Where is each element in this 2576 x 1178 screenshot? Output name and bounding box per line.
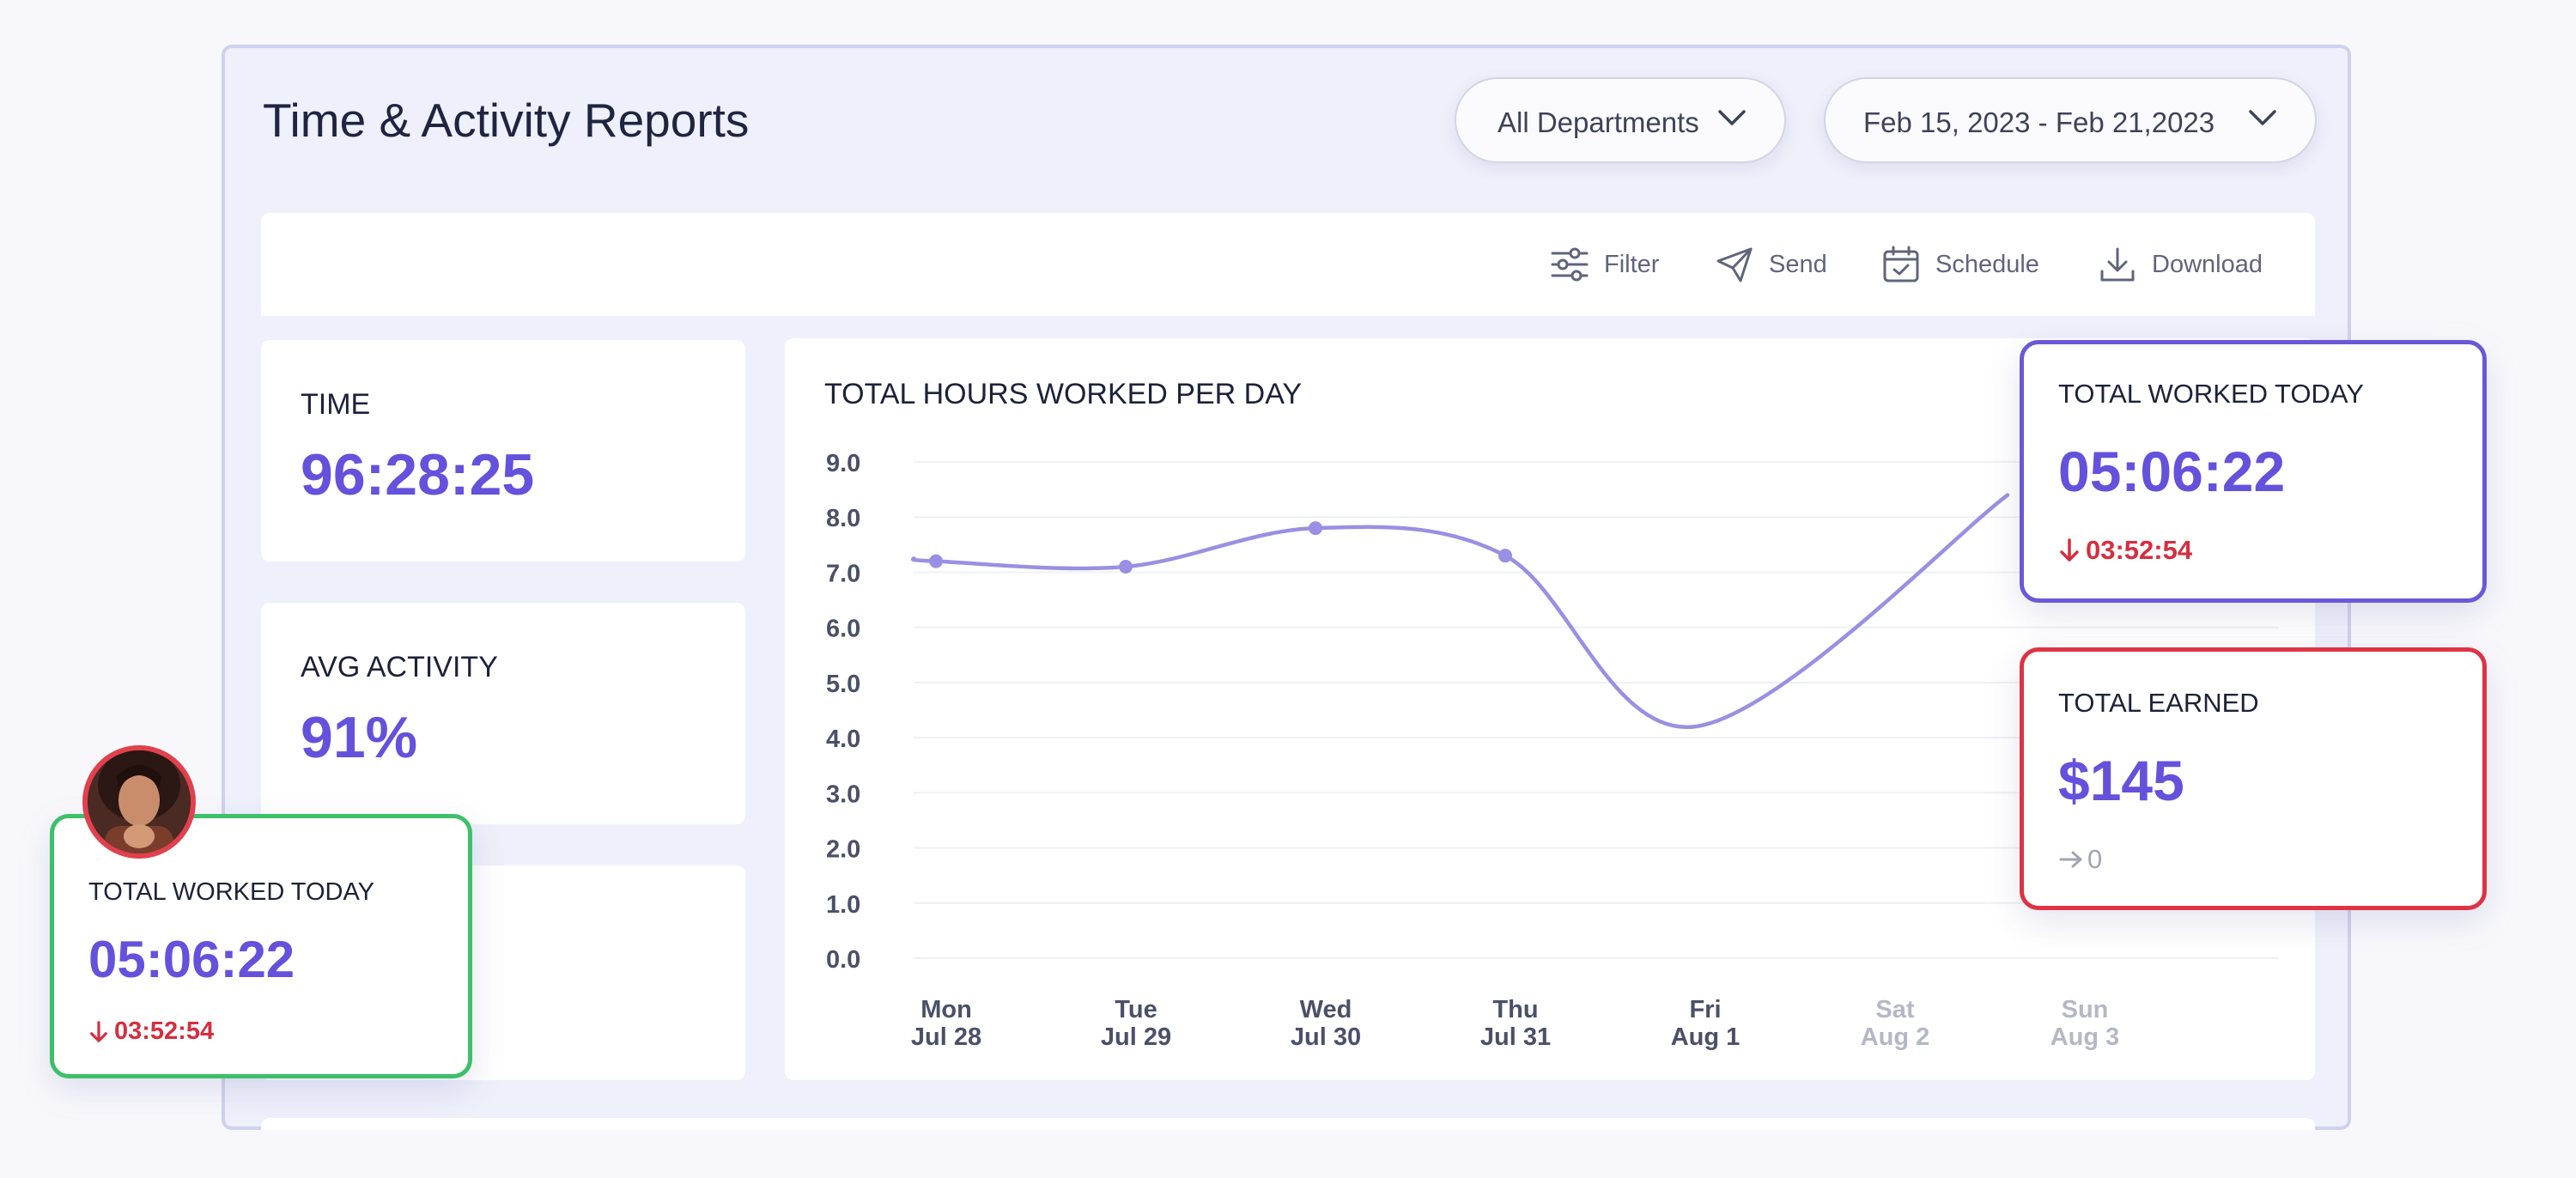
series-line <box>910 493 2010 729</box>
x-tick-label: Aug 2 <box>1861 1023 1930 1051</box>
total-earned-delta-value: 0 <box>2087 844 2103 874</box>
sliders-icon <box>1551 247 1589 282</box>
paper-plane-icon <box>1716 247 1753 282</box>
total-worked-today-value: 05:06:22 <box>2058 440 2286 503</box>
filter-label: Filter <box>1604 250 1660 278</box>
activity-stat-label: AVG ACTIVITY <box>301 651 498 683</box>
next-section-edge <box>261 1118 2315 1130</box>
user-worked-today-title: TOTAL WORKED TODAY <box>88 878 375 906</box>
y-tick-label: 2.0 <box>826 836 860 864</box>
y-tick-label: 9.0 <box>826 450 860 477</box>
total-earned-value: $145 <box>2058 749 2184 812</box>
total-earned-delta: 0 <box>2058 844 2102 875</box>
user-worked-today-delta-value: 03:52:54 <box>114 1017 215 1045</box>
total-earned-card: TOTAL EARNED $145 0 <box>2020 647 2487 910</box>
activity-stat-value: 91% <box>301 705 418 770</box>
x-tick-label: Wed <box>1300 996 1352 1023</box>
arrow-down-icon <box>2060 538 2079 562</box>
calendar-check-icon <box>1883 246 1919 282</box>
y-tick-label: 4.0 <box>826 726 860 753</box>
y-tick-label: 8.0 <box>826 505 860 532</box>
chevron-down-icon <box>2249 110 2276 125</box>
x-tick-label: Jul 31 <box>1480 1023 1551 1051</box>
user-worked-today-delta: 03:52:54 <box>88 1017 214 1046</box>
chevron-down-icon <box>1718 110 1746 125</box>
total-earned-title: TOTAL EARNED <box>2058 688 2259 718</box>
x-tick-label: Fri <box>1689 996 1721 1023</box>
department-dropdown[interactable]: All Departments <box>1455 77 1786 163</box>
y-tick-label: 0.0 <box>826 946 860 974</box>
chart-title: TOTAL HOURS WORKED PER DAY <box>824 378 1303 410</box>
download-icon <box>2100 247 2135 282</box>
x-tick-label: Aug 3 <box>2050 1023 2120 1051</box>
data-point <box>929 554 943 568</box>
total-worked-today-title: TOTAL WORKED TODAY <box>2058 379 2364 409</box>
page-title: Time & Activity Reports <box>263 94 750 147</box>
y-tick-label: 1.0 <box>826 891 860 919</box>
data-point <box>1119 560 1133 574</box>
activity-stat-card: AVG ACTIVITY 91% <box>261 603 745 824</box>
download-button[interactable]: Download <box>2099 246 2263 283</box>
x-tick-label: Jul 29 <box>1101 1023 1171 1051</box>
x-tick-label: Jul 28 <box>911 1023 981 1051</box>
send-button[interactable]: Send <box>1716 246 1827 283</box>
total-worked-today-delta: 03:52:54 <box>2058 535 2192 566</box>
filter-button[interactable]: Filter <box>1551 246 1659 283</box>
toolbar: Filter Send Schedule Download <box>261 213 2315 316</box>
department-dropdown-label: All Departments <box>1498 106 1699 138</box>
avatar[interactable] <box>82 745 196 859</box>
user-portrait-image <box>88 750 191 853</box>
download-label: Download <box>2152 250 2263 278</box>
x-tick-label: Mon <box>920 996 972 1023</box>
user-worked-today-value: 05:06:22 <box>88 931 295 988</box>
x-tick-label: Jul 30 <box>1291 1023 1361 1051</box>
send-label: Send <box>1769 250 1827 278</box>
y-tick-label: 3.0 <box>826 780 860 808</box>
user-worked-today-card: TOTAL WORKED TODAY 05:06:22 03:52:54 <box>50 814 472 1078</box>
time-stat-value: 96:28:25 <box>301 442 535 507</box>
time-stat-card: TIME 96:28:25 <box>261 340 745 562</box>
time-stat-label: TIME <box>301 388 371 421</box>
data-point <box>1309 521 1322 536</box>
total-worked-today-delta-value: 03:52:54 <box>2086 535 2193 565</box>
y-tick-label: 6.0 <box>826 616 860 643</box>
date-range-dropdown-label: Feb 15, 2023 - Feb 21,2023 <box>1863 106 2215 138</box>
arrow-down-icon <box>90 1020 107 1042</box>
arrow-right-icon <box>2059 851 2082 868</box>
total-worked-today-card: TOTAL WORKED TODAY 05:06:22 03:52:54 <box>2020 340 2487 603</box>
x-tick-label: Aug 1 <box>1671 1023 1741 1051</box>
x-tick-label: Sat <box>1875 996 1914 1023</box>
x-tick-label: Thu <box>1492 996 1538 1023</box>
y-tick-label: 5.0 <box>826 671 860 698</box>
date-range-dropdown[interactable]: Feb 15, 2023 - Feb 21,2023 <box>1824 77 2317 163</box>
data-point <box>1498 549 1512 563</box>
schedule-label: Schedule <box>1935 250 2039 278</box>
y-tick-label: 7.0 <box>826 560 860 587</box>
schedule-button[interactable]: Schedule <box>1882 246 2039 283</box>
x-tick-label: Sun <box>2062 996 2109 1023</box>
x-tick-label: Tue <box>1115 996 1157 1023</box>
